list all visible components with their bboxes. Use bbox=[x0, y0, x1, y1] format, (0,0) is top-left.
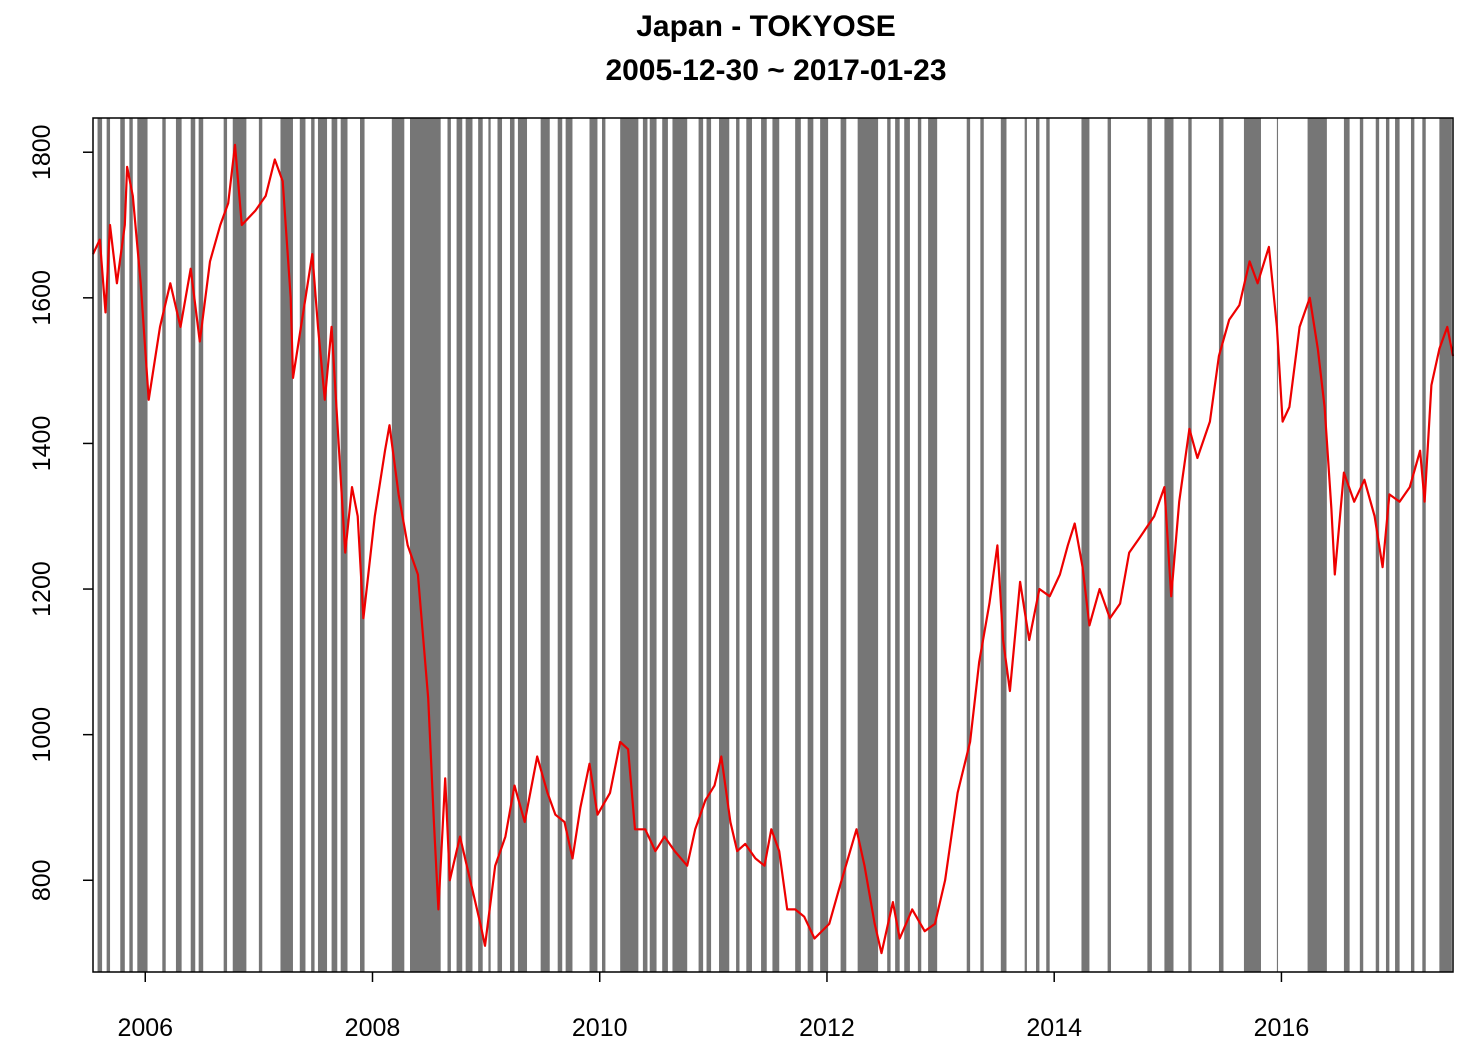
regime-band bbox=[232, 118, 247, 972]
regime-band bbox=[1343, 118, 1350, 972]
regime-band bbox=[761, 118, 767, 972]
regime-band bbox=[456, 118, 463, 972]
regime-band bbox=[509, 118, 515, 972]
regime-band bbox=[589, 118, 598, 972]
regime-band bbox=[1218, 118, 1224, 972]
regime-band bbox=[198, 118, 204, 972]
regime-band bbox=[540, 118, 550, 972]
x-tick-label: 2010 bbox=[572, 1014, 628, 1042]
regime-band bbox=[807, 118, 814, 972]
regime-band bbox=[1307, 118, 1327, 972]
regime-band bbox=[706, 118, 712, 972]
regime-band bbox=[1081, 118, 1090, 972]
regime-band bbox=[602, 118, 606, 972]
regime-band bbox=[672, 118, 688, 972]
regime-band bbox=[1385, 118, 1390, 972]
x-tick-label: 2006 bbox=[117, 1014, 173, 1042]
regime-band bbox=[223, 118, 228, 972]
regime-band bbox=[642, 118, 648, 972]
regime-band bbox=[258, 118, 263, 972]
regime-band bbox=[820, 118, 829, 972]
regime-band bbox=[746, 118, 752, 972]
regime-band bbox=[895, 118, 900, 972]
regime-band bbox=[1024, 118, 1027, 972]
y-tick-label: 1200 bbox=[28, 561, 56, 617]
regime-band bbox=[736, 118, 740, 972]
regime-band bbox=[162, 118, 166, 972]
regime-band bbox=[840, 118, 847, 972]
regime-band bbox=[488, 118, 491, 972]
regime-band bbox=[557, 118, 563, 972]
plot-frame bbox=[92, 117, 1454, 973]
regime-band bbox=[1276, 118, 1279, 972]
regime-band bbox=[1147, 118, 1152, 972]
regime-band bbox=[280, 118, 293, 972]
regime-band bbox=[190, 118, 196, 972]
regime-band bbox=[1359, 118, 1364, 972]
regime-band bbox=[887, 118, 891, 972]
regime-band bbox=[1395, 118, 1400, 972]
regime-band bbox=[1046, 118, 1050, 972]
regime-band bbox=[120, 118, 125, 972]
regime-band bbox=[1188, 118, 1192, 972]
regime-band bbox=[391, 118, 405, 972]
regime-band bbox=[137, 118, 148, 972]
regime-band bbox=[772, 118, 780, 972]
regime-band bbox=[517, 118, 528, 972]
regime-band bbox=[1243, 118, 1261, 972]
y-tick-label: 1400 bbox=[28, 416, 56, 472]
regime-band bbox=[980, 118, 984, 972]
y-tick-label: 1800 bbox=[28, 124, 56, 180]
regime-band bbox=[299, 118, 306, 972]
regime-band bbox=[1410, 118, 1415, 972]
regime-band bbox=[409, 118, 441, 972]
regime-band bbox=[129, 118, 133, 972]
price-line bbox=[92, 143, 1455, 955]
regime-band bbox=[360, 118, 365, 972]
regime-band bbox=[662, 118, 668, 972]
regime-band bbox=[317, 118, 328, 972]
regime-band bbox=[1036, 118, 1040, 972]
regime-band bbox=[447, 118, 451, 972]
regime-band bbox=[106, 118, 111, 972]
regime-band bbox=[1439, 118, 1452, 972]
x-tick-label: 2016 bbox=[1254, 1014, 1310, 1042]
x-tick-label: 2014 bbox=[1026, 1014, 1082, 1042]
regime-band bbox=[649, 118, 657, 972]
x-tick-label: 2012 bbox=[799, 1014, 855, 1042]
regime-band bbox=[1422, 118, 1426, 972]
regime-band bbox=[795, 118, 801, 972]
regime-band bbox=[904, 118, 910, 972]
y-tick-label: 1000 bbox=[28, 707, 56, 763]
regime-band bbox=[465, 118, 473, 972]
regime-band bbox=[311, 118, 315, 972]
regime-band bbox=[620, 118, 639, 972]
regime-band bbox=[497, 118, 503, 972]
x-tick-label: 2008 bbox=[345, 1014, 401, 1042]
regime-band bbox=[1000, 118, 1007, 972]
chart-subtitle: 2005-12-30 ~ 2017-01-23 bbox=[605, 54, 946, 87]
y-tick-label: 1600 bbox=[28, 270, 56, 326]
regime-band bbox=[1107, 118, 1112, 972]
y-tick-label: 800 bbox=[28, 859, 56, 901]
regime-band bbox=[698, 118, 704, 972]
regime-band bbox=[928, 118, 938, 972]
regime-band bbox=[719, 118, 730, 972]
regime-band bbox=[917, 118, 922, 972]
regime-band bbox=[97, 118, 103, 972]
regime-band bbox=[966, 118, 971, 972]
regime-band bbox=[478, 118, 483, 972]
chart-title: Japan - TOKYOSE bbox=[636, 10, 896, 43]
regime-band bbox=[331, 118, 338, 972]
regime-band bbox=[565, 118, 573, 972]
regime-band bbox=[857, 118, 879, 972]
regime-band bbox=[175, 118, 182, 972]
regime-band bbox=[1375, 118, 1380, 972]
